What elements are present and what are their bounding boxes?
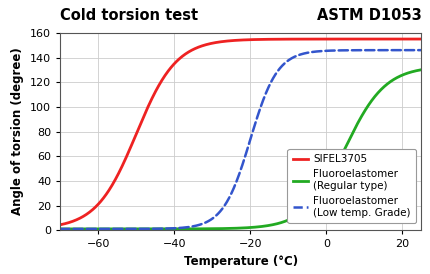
Y-axis label: Angle of torsion (degree): Angle of torsion (degree) [12,48,25,215]
X-axis label: Temperature (°C): Temperature (°C) [184,255,298,268]
Legend: SIFEL3705, Fluoroelastomer
(Regular type), Fluoroelastomer
(Low temp. Grade): SIFEL3705, Fluoroelastomer (Regular type… [287,149,416,223]
Text: ASTM D1053: ASTM D1053 [316,8,421,23]
Text: Cold torsion test: Cold torsion test [60,8,198,23]
